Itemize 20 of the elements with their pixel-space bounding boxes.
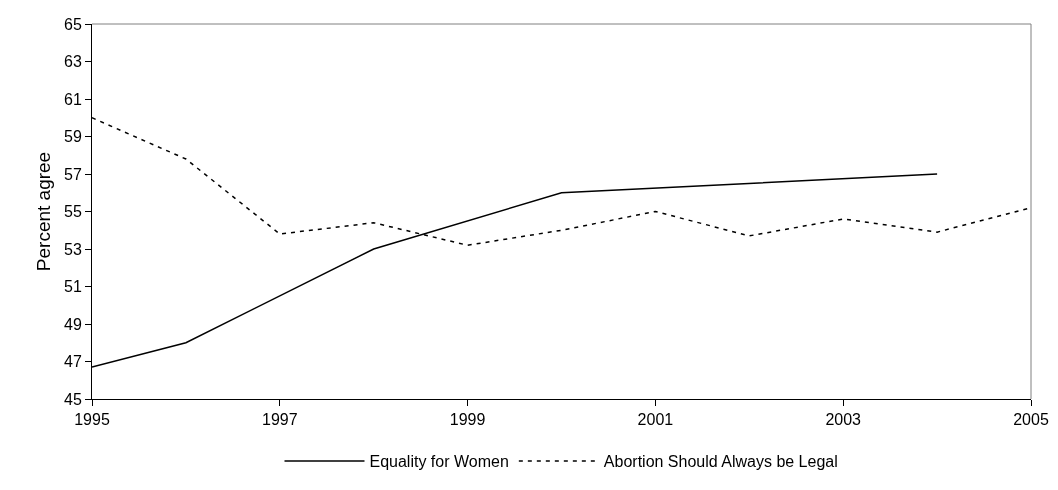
x-tick-label: 2005 xyxy=(1013,411,1049,429)
y-tick-label: 63 xyxy=(64,53,82,71)
y-tick-label: 49 xyxy=(64,315,82,333)
y-tick-label: 61 xyxy=(64,90,82,108)
y-tick-label: 51 xyxy=(64,278,82,296)
x-tick-label: 2001 xyxy=(637,411,674,429)
y-tick-label: 55 xyxy=(64,203,82,221)
y-tick-label: 65 xyxy=(64,15,82,33)
y-axis-title: Percent agree xyxy=(32,151,54,272)
legend-label: Equality for Women xyxy=(369,453,509,471)
y-tick-label: 45 xyxy=(64,390,82,408)
x-tick-label: 1999 xyxy=(449,411,486,429)
y-tick-label: 53 xyxy=(64,240,82,258)
y-tick-label: 57 xyxy=(64,165,82,183)
x-tick-label: 1997 xyxy=(262,411,298,429)
legend-label: Abortion Should Always be Legal xyxy=(603,453,838,471)
y-tick-label: 59 xyxy=(64,128,82,146)
y-tick-label: 47 xyxy=(64,353,82,371)
x-tick-label: 1995 xyxy=(74,411,110,429)
x-tick-label: 2003 xyxy=(825,411,862,429)
